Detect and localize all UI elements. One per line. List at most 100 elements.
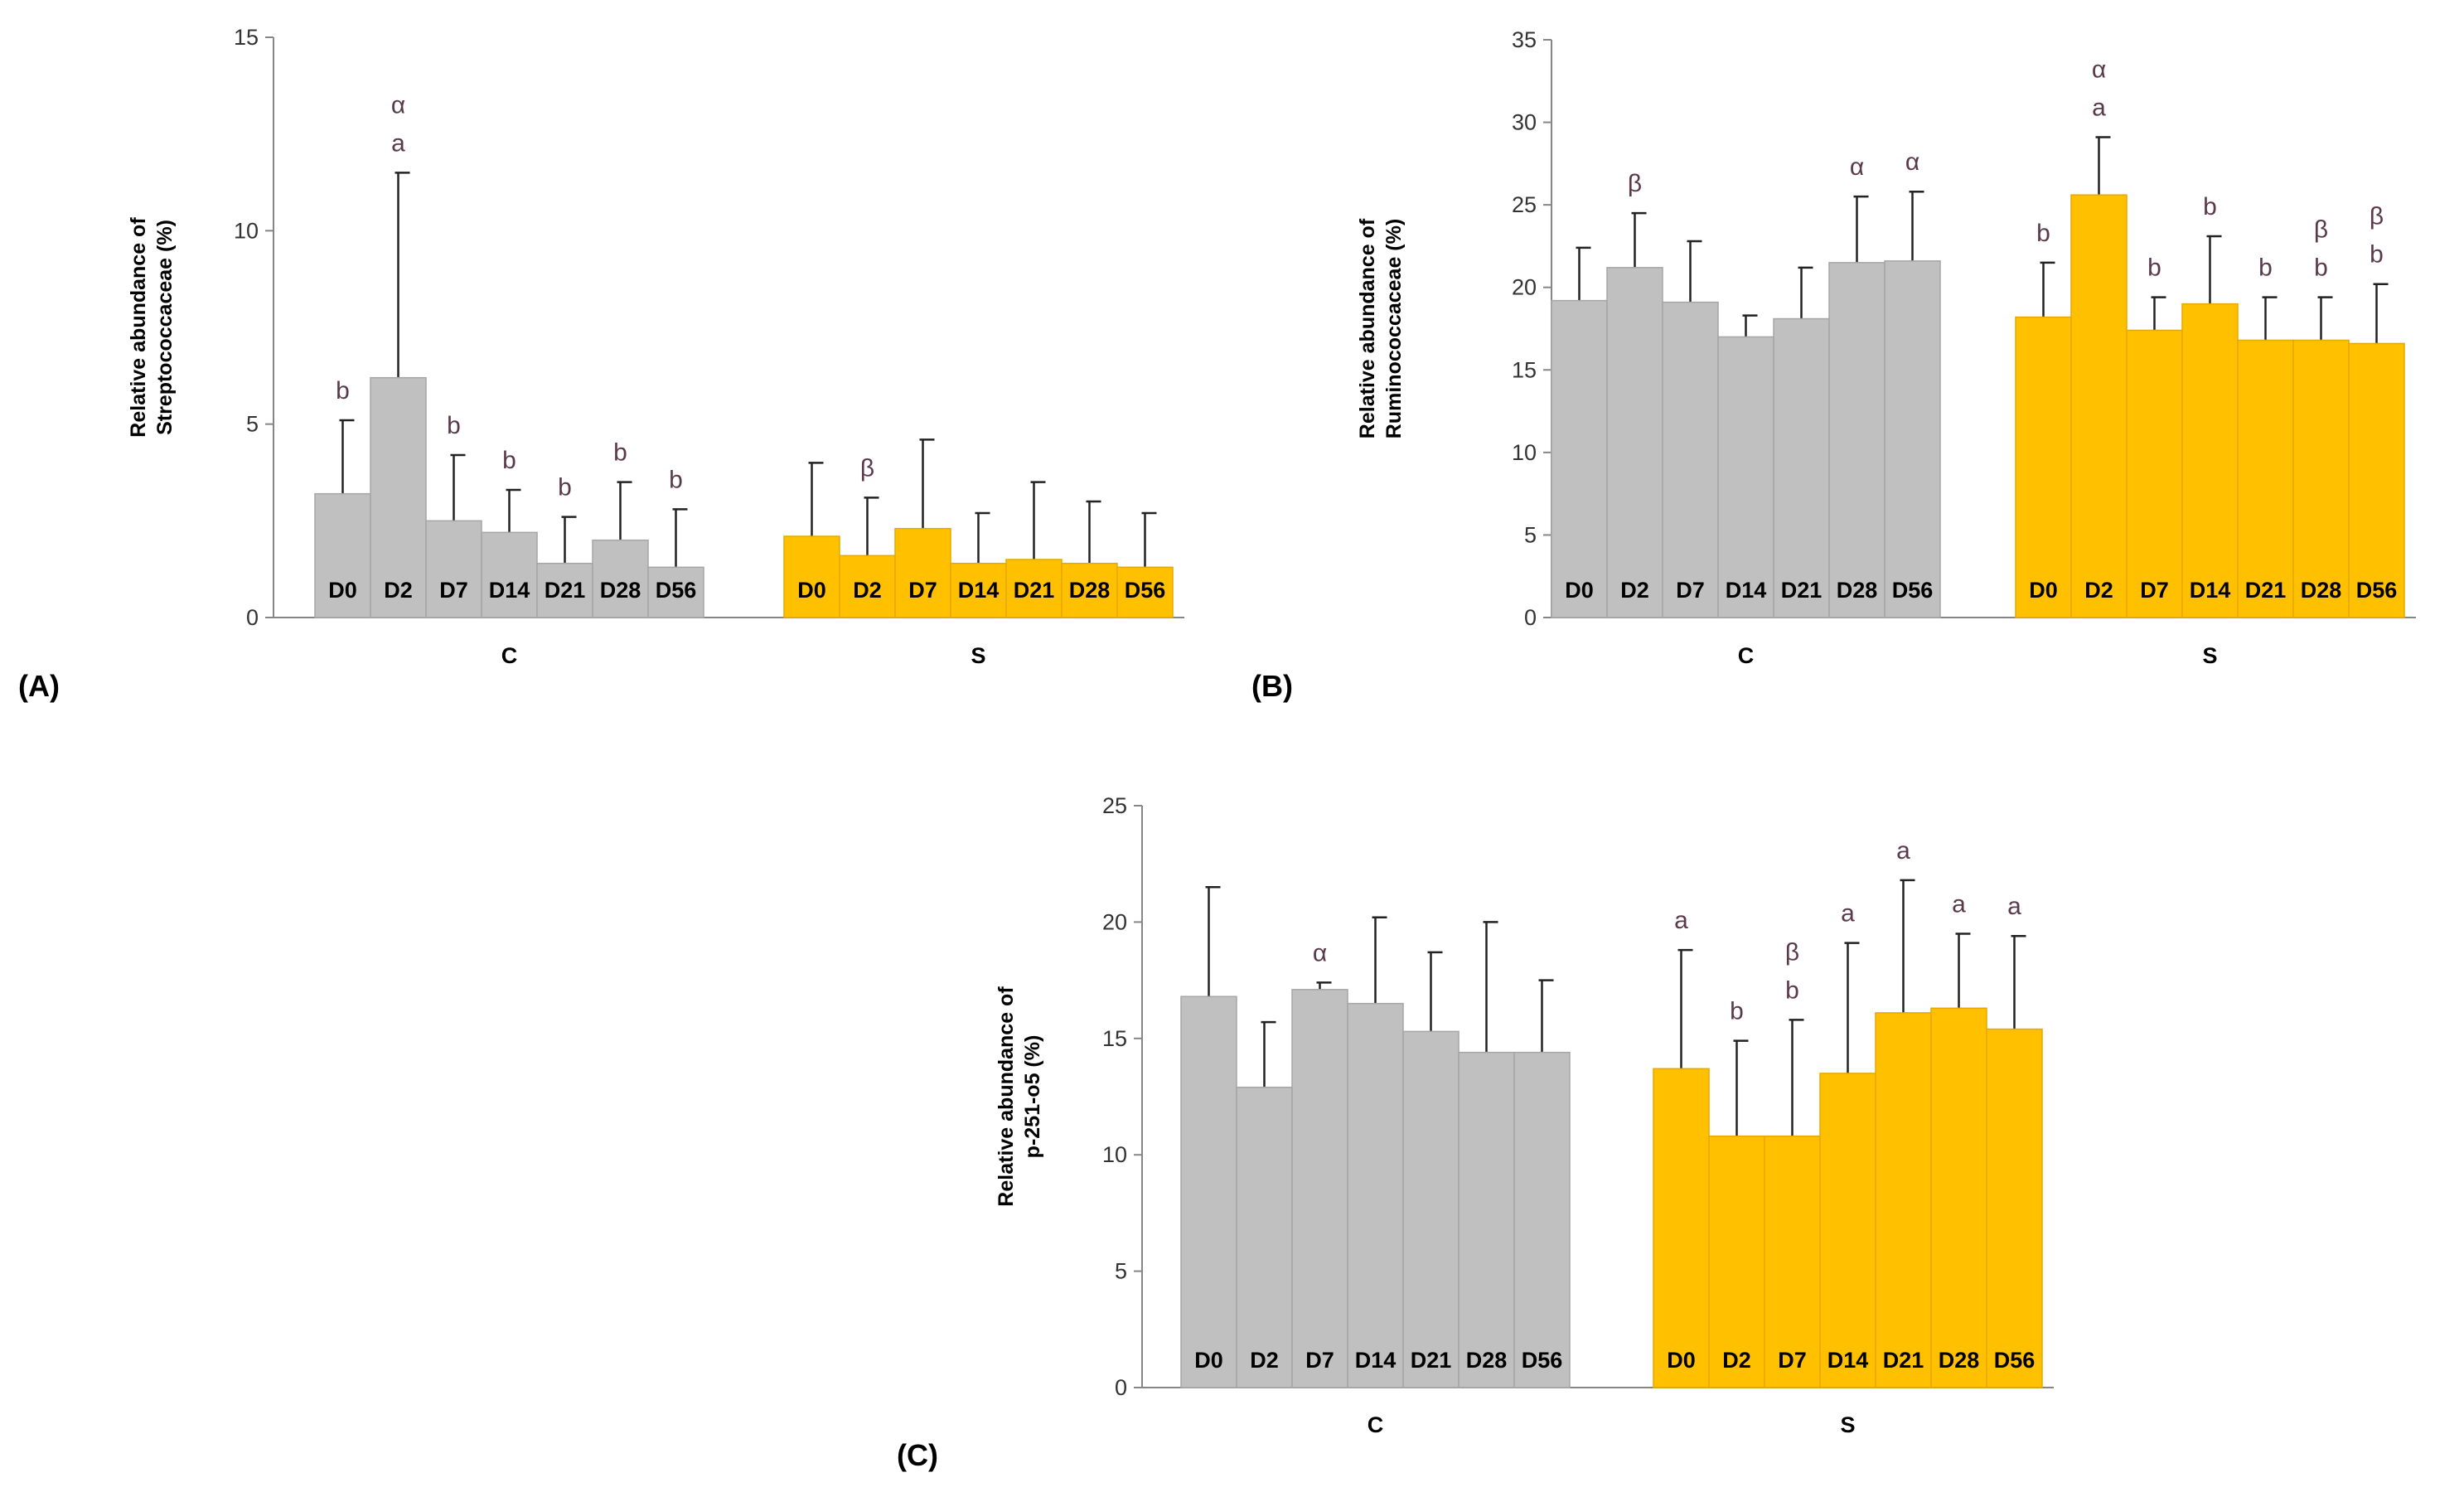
category-label: D7	[439, 578, 468, 603]
category-label: D21	[545, 578, 586, 603]
bar	[1773, 317, 1830, 618]
y-tick-label: 20	[1512, 275, 1537, 300]
significance-label: α	[2092, 56, 2106, 83]
y-tick-label: 5	[246, 412, 259, 437]
bar	[2015, 316, 2072, 618]
category-label: D14	[1827, 1348, 1869, 1373]
category-label: D2	[1722, 1348, 1751, 1373]
category-label: D28	[1837, 578, 1878, 603]
y-tick-label: 5	[1115, 1259, 1127, 1284]
bar	[839, 555, 896, 618]
category-label: D7	[1778, 1348, 1807, 1373]
category-label: D14	[958, 578, 1000, 603]
group-label-c: C	[1738, 643, 1755, 668]
bar	[1986, 1028, 2043, 1388]
bar	[481, 531, 538, 618]
significance-label: b	[502, 447, 516, 474]
significance-label: α	[1313, 939, 1327, 966]
category-label: D56	[1994, 1348, 2036, 1373]
bar	[314, 492, 371, 618]
bar	[1116, 566, 1174, 618]
significance-label: b	[558, 474, 572, 501]
category-label: D28	[600, 578, 641, 603]
significance-label: b	[1730, 998, 1744, 1025]
bar	[1884, 260, 1941, 618]
bar	[2348, 342, 2405, 618]
category-label: D0	[328, 578, 357, 603]
significance-label: b	[1785, 976, 1799, 1004]
significance-label: b	[447, 412, 461, 439]
y-tick-label: 0	[246, 605, 259, 630]
y-tick-label: 0	[1524, 605, 1537, 630]
bar	[2292, 339, 2350, 618]
significance-label: a	[1952, 890, 1966, 918]
bar	[2070, 194, 2128, 618]
y-axis-title: p-251-o5 (%)	[1021, 1035, 1044, 1159]
bar	[425, 520, 482, 618]
category-label: D0	[2029, 578, 2058, 603]
significance-label: β	[860, 454, 874, 482]
significance-label: b	[2314, 254, 2328, 282]
bar	[1347, 1002, 1404, 1388]
y-axis-title: Streptococcaceae (%)	[153, 220, 177, 435]
significance-label: a	[1896, 837, 1910, 865]
y-tick-label: 25	[1102, 793, 1127, 818]
y-axis-title: Relative abundance of	[995, 986, 1018, 1207]
bar	[783, 535, 840, 618]
bar	[1875, 1012, 1932, 1388]
bar	[2237, 339, 2294, 618]
y-tick-label: 30	[1512, 110, 1537, 135]
y-tick-label: 10	[1512, 440, 1537, 465]
category-label: D56	[1892, 578, 1934, 603]
bar	[894, 527, 951, 618]
category-label: D0	[797, 578, 826, 603]
y-tick-label: 0	[1115, 1375, 1127, 1400]
significance-label: b	[2203, 193, 2217, 220]
group-label-s: S	[1840, 1412, 1855, 1437]
panel-label: (A)	[18, 669, 60, 703]
significance-label: α	[1905, 148, 1919, 176]
bar	[1458, 1051, 1515, 1388]
y-axis-title: Relative abundance of	[1356, 218, 1379, 438]
category-label: D0	[1667, 1348, 1696, 1373]
group-label-c: C	[501, 643, 518, 668]
significance-label: a	[2092, 94, 2106, 121]
y-axis-title: Ruminococcaceae (%)	[1382, 219, 1406, 438]
significance-label: b	[613, 439, 627, 467]
significance-label: b	[336, 377, 350, 404]
group-label-s: S	[2202, 643, 2217, 668]
category-label: D56	[656, 578, 697, 603]
significance-label: α	[1850, 153, 1864, 181]
y-tick-label: 35	[1512, 27, 1537, 52]
category-label: D56	[2356, 578, 2398, 603]
category-label: D2	[1620, 578, 1649, 603]
bar	[1005, 559, 1063, 618]
y-tick-label: 20	[1102, 909, 1127, 934]
category-label: D7	[1676, 578, 1705, 603]
significance-label: b	[2036, 220, 2050, 247]
significance-label: a	[1841, 900, 1855, 928]
bar	[536, 562, 593, 618]
category-label: D2	[384, 578, 413, 603]
chart-panel-2: 0 5 10 15 20 25 30 35 Relative abundance of Rumin…	[1251, 27, 2416, 703]
category-label: D28	[2301, 578, 2342, 603]
category-label: D28	[1466, 1348, 1508, 1373]
y-tick-label: 10	[1102, 1142, 1127, 1167]
bar	[647, 566, 704, 618]
category-label: D14	[1355, 1348, 1397, 1373]
significance-label: α	[391, 91, 405, 119]
y-tick-label: 5	[1524, 522, 1537, 547]
panel-label: (B)	[1251, 669, 1293, 703]
bar	[2126, 329, 2183, 618]
chart-panel-3: 0 5 10 15 20 25 Relative abundance of p-251-o5 …	[897, 793, 2054, 1472]
significance-label: b	[2370, 241, 2384, 269]
category-label: D2	[853, 578, 882, 603]
y-axis-title: Relative abundance of	[127, 217, 150, 438]
bar	[1930, 1007, 1987, 1388]
category-label: D28	[1069, 578, 1111, 603]
category-label: D2	[2084, 578, 2113, 603]
category-label: D2	[1250, 1348, 1279, 1373]
bar	[1653, 1068, 1710, 1388]
bar	[1828, 262, 1886, 618]
significance-label: a	[2007, 893, 2021, 920]
